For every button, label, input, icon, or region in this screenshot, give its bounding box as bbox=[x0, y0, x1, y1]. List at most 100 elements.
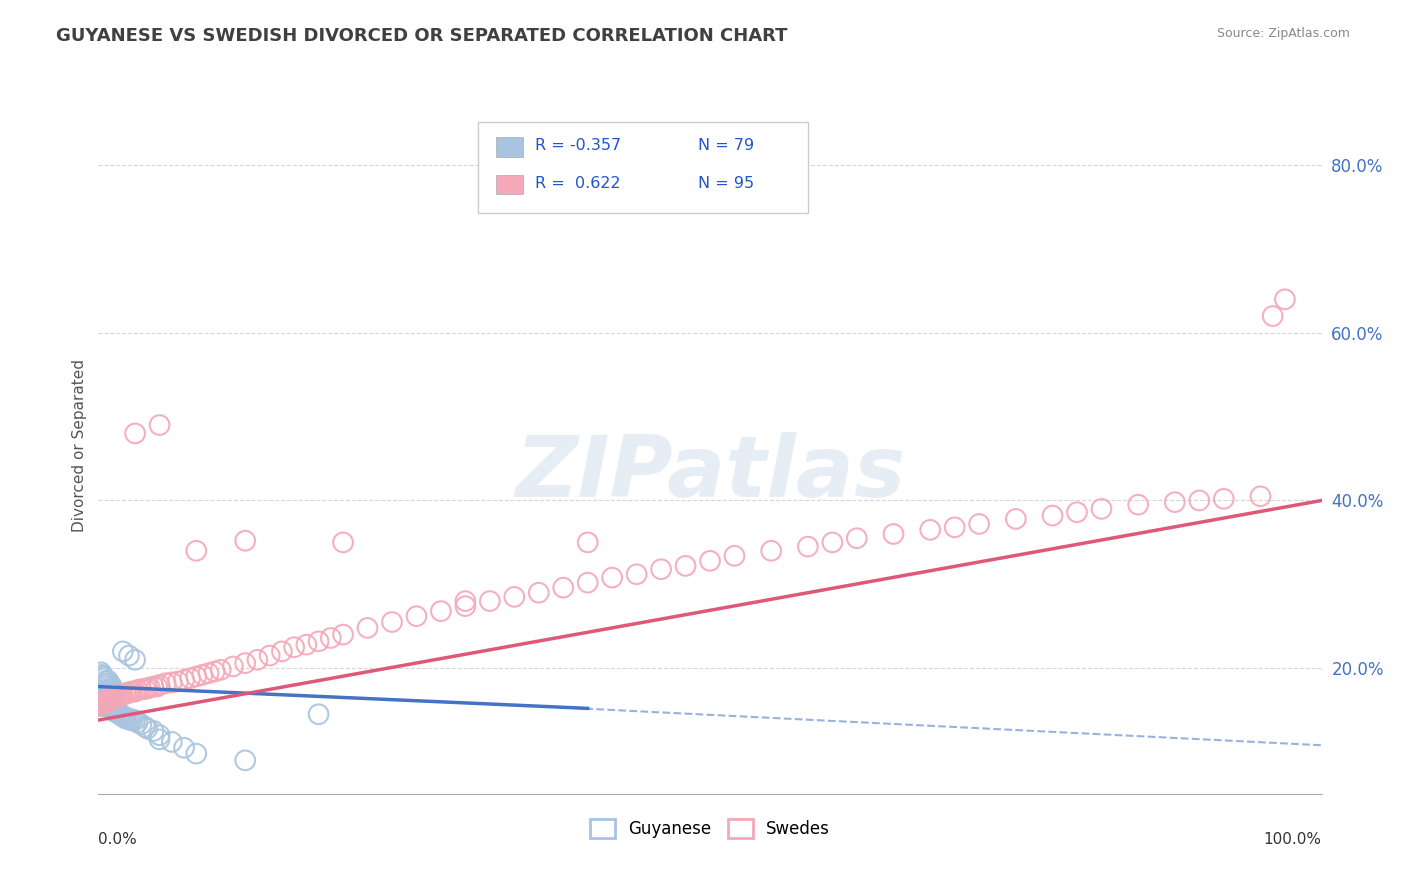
Point bbox=[430, 604, 453, 618]
Point bbox=[821, 535, 844, 549]
Point bbox=[246, 653, 269, 667]
Point bbox=[626, 567, 648, 582]
Point bbox=[124, 426, 146, 441]
Point bbox=[173, 673, 195, 687]
Point bbox=[155, 676, 177, 690]
Point bbox=[97, 697, 120, 711]
Point bbox=[883, 527, 905, 541]
Point bbox=[259, 648, 281, 663]
Point bbox=[179, 671, 201, 685]
Point bbox=[454, 599, 477, 613]
Point bbox=[1066, 505, 1088, 519]
Point bbox=[104, 705, 127, 719]
Point bbox=[110, 707, 132, 722]
Point bbox=[107, 689, 129, 703]
Point bbox=[97, 673, 120, 688]
Point bbox=[94, 698, 117, 713]
Point bbox=[101, 682, 124, 697]
Point bbox=[222, 659, 245, 673]
Point bbox=[103, 701, 125, 715]
Point bbox=[93, 671, 115, 685]
Point bbox=[94, 693, 117, 707]
Point bbox=[454, 594, 477, 608]
Point bbox=[111, 644, 134, 658]
Point bbox=[96, 693, 118, 707]
Point bbox=[233, 533, 256, 548]
Point bbox=[100, 697, 122, 711]
Point bbox=[319, 631, 342, 645]
Point bbox=[90, 695, 112, 709]
Point bbox=[91, 669, 114, 683]
Point bbox=[134, 682, 156, 697]
Point bbox=[105, 705, 128, 719]
Point bbox=[136, 722, 159, 736]
Point bbox=[96, 676, 118, 690]
Point bbox=[96, 698, 118, 713]
Point bbox=[478, 594, 501, 608]
Point bbox=[101, 680, 124, 694]
Point bbox=[93, 686, 115, 700]
Point bbox=[91, 698, 114, 713]
Point bbox=[100, 678, 122, 692]
Point bbox=[100, 698, 122, 713]
Point bbox=[167, 674, 190, 689]
Point bbox=[101, 701, 124, 715]
Point bbox=[108, 707, 131, 722]
Point bbox=[103, 684, 125, 698]
Point bbox=[204, 665, 226, 679]
Point bbox=[100, 695, 122, 709]
Text: N = 95: N = 95 bbox=[697, 176, 754, 191]
Point bbox=[114, 686, 136, 700]
Point bbox=[115, 711, 138, 725]
Point bbox=[943, 520, 966, 534]
Point bbox=[723, 549, 745, 563]
Point bbox=[114, 711, 136, 725]
Point bbox=[553, 581, 575, 595]
Point bbox=[149, 728, 172, 742]
Point bbox=[186, 747, 208, 761]
Point bbox=[90, 665, 112, 680]
Text: 100.0%: 100.0% bbox=[1264, 832, 1322, 847]
Point bbox=[98, 697, 121, 711]
Point bbox=[91, 668, 114, 682]
Point bbox=[89, 698, 111, 713]
Point bbox=[142, 680, 165, 694]
Point bbox=[97, 693, 120, 707]
Point bbox=[845, 531, 868, 545]
Point bbox=[101, 703, 124, 717]
Point bbox=[110, 688, 132, 702]
Point bbox=[93, 695, 115, 709]
Point bbox=[90, 690, 112, 705]
Point bbox=[89, 698, 111, 713]
Point bbox=[295, 638, 318, 652]
Point bbox=[1274, 293, 1296, 307]
Point bbox=[117, 686, 139, 700]
Text: N = 79: N = 79 bbox=[697, 138, 754, 153]
Point bbox=[91, 695, 114, 709]
Point bbox=[94, 697, 117, 711]
Point bbox=[920, 523, 942, 537]
Point bbox=[209, 663, 232, 677]
Point bbox=[675, 558, 697, 573]
Point bbox=[101, 690, 124, 705]
Point bbox=[149, 678, 172, 692]
Point bbox=[98, 676, 121, 690]
Point bbox=[103, 705, 125, 719]
Point bbox=[1249, 489, 1271, 503]
Text: R =  0.622: R = 0.622 bbox=[536, 176, 620, 191]
Point bbox=[101, 699, 124, 714]
Point bbox=[405, 609, 427, 624]
Point bbox=[142, 724, 165, 739]
Point bbox=[98, 693, 121, 707]
Point bbox=[576, 575, 599, 590]
FancyBboxPatch shape bbox=[496, 137, 523, 157]
Text: ZIPatlas: ZIPatlas bbox=[515, 433, 905, 516]
Point bbox=[308, 634, 330, 648]
Point bbox=[1128, 498, 1150, 512]
Point bbox=[107, 705, 129, 719]
Point bbox=[96, 690, 118, 705]
Point bbox=[160, 675, 183, 690]
Point bbox=[98, 698, 121, 713]
Text: Source: ZipAtlas.com: Source: ZipAtlas.com bbox=[1216, 27, 1350, 40]
Point bbox=[173, 740, 195, 755]
